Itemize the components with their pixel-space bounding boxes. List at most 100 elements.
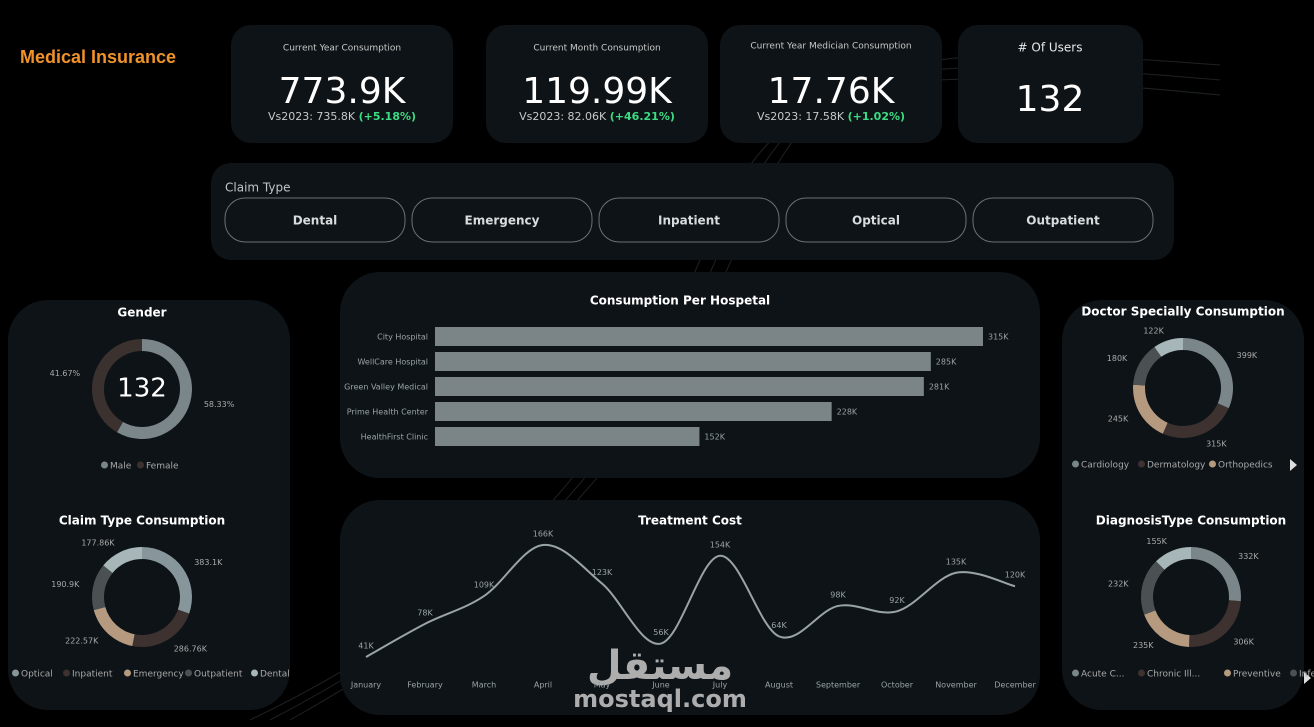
- donut-slice: [93, 607, 135, 647]
- kpi-label: Current Year Medician Consumption: [750, 42, 911, 52]
- legend-swatch: [1072, 669, 1079, 677]
- legend-label: Infection: [1299, 670, 1314, 680]
- donut-slice: [1141, 561, 1165, 615]
- data-label: 41K: [358, 642, 374, 651]
- x-tick-label: February: [407, 681, 443, 690]
- users-label: # Of Users: [1018, 41, 1083, 55]
- legend-label: Dental: [260, 670, 290, 680]
- bar: [435, 377, 924, 396]
- chart-title: DiagnosisType Consumption: [1096, 514, 1286, 528]
- data-label: 58.33%: [204, 400, 235, 409]
- data-label: 92K: [889, 596, 905, 605]
- bar: [435, 352, 931, 371]
- legend-label: Dermatology: [1147, 461, 1206, 471]
- kpi-card: [231, 25, 453, 143]
- data-label: 222.57K: [65, 636, 99, 645]
- left-panel: [8, 300, 290, 710]
- legend-swatch: [12, 669, 19, 677]
- slicer-panel: [211, 163, 1174, 260]
- category-label: City Hospital: [377, 333, 428, 342]
- bar: [435, 327, 983, 346]
- chart-title: Gender: [117, 306, 166, 320]
- data-label: 41.67%: [50, 369, 81, 378]
- slicer-button[interactable]: [224, 197, 406, 243]
- x-tick-label: October: [881, 681, 914, 690]
- data-label: 190.9K: [51, 580, 80, 589]
- data-label: 228K: [837, 408, 858, 417]
- data-label: 122K: [1143, 326, 1164, 335]
- legend-next-arrow[interactable]: [1290, 459, 1297, 471]
- donut-slice: [1133, 384, 1168, 434]
- legend-swatch: [185, 669, 192, 677]
- slicer-option: Outpatient: [1026, 214, 1100, 228]
- bar: [435, 427, 700, 446]
- legend-swatch: [1224, 669, 1231, 677]
- slicer-button[interactable]: [785, 197, 967, 243]
- kpi-value: 17.76K: [768, 71, 896, 112]
- legend-label: Outpatient: [194, 670, 243, 680]
- kpi-change: (+5.18%): [359, 110, 416, 123]
- x-tick-label: March: [472, 681, 496, 690]
- kpi-change: (+1.02%): [848, 110, 905, 123]
- legend-swatch: [63, 669, 70, 677]
- x-tick-label: December: [994, 681, 1036, 690]
- watermark: مستقل: [587, 643, 733, 689]
- legend-label: Male: [110, 462, 132, 472]
- data-label: 98K: [830, 590, 846, 599]
- data-label: 152K: [704, 433, 725, 442]
- legend-swatch: [1138, 669, 1145, 677]
- donut-slice: [1183, 338, 1233, 409]
- kpi-card: [486, 25, 708, 143]
- data-label: 135K: [946, 557, 967, 566]
- category-label: HealthFirst Clinic: [361, 433, 428, 442]
- category-label: Green Valley Medical: [344, 383, 428, 392]
- legend-label: Acute C...: [1081, 670, 1124, 680]
- data-label: 154K: [710, 540, 731, 549]
- x-tick-label: November: [935, 681, 977, 690]
- line: [365, 543, 1016, 658]
- users-value: 132: [1016, 79, 1085, 120]
- data-label: 315K: [1206, 439, 1227, 448]
- data-label: 56K: [653, 628, 669, 637]
- data-label: 332K: [1238, 552, 1259, 561]
- category-label: WellCare Hospital: [357, 358, 428, 367]
- slicer-option: Dental: [293, 214, 338, 228]
- legend-label: Female: [146, 462, 179, 472]
- legend-swatch: [1290, 669, 1297, 677]
- donut-slice: [1133, 346, 1162, 386]
- x-tick-label: August: [765, 681, 793, 690]
- kpi-compare: Vs2023: 17.58K (+1.02%): [757, 110, 905, 123]
- slicer-button[interactable]: [411, 197, 593, 243]
- legend-label: Optical: [21, 670, 53, 680]
- legend-swatch: [124, 669, 131, 677]
- x-tick-label: July: [712, 681, 728, 690]
- kpi-compare: Vs2023: 82.06K (+46.21%): [519, 110, 675, 123]
- chart-title: Claim Type Consumption: [59, 514, 225, 528]
- slicer-option: Inpatient: [658, 214, 720, 228]
- slicer-option: Emergency: [465, 214, 540, 228]
- hospital-panel: [340, 272, 1040, 478]
- legend-label: Preventive: [1233, 670, 1281, 680]
- kpi-compare-value: Vs2023: 735.8K: [268, 110, 356, 123]
- legend-swatch: [1072, 460, 1079, 468]
- donut-slice: [1154, 338, 1183, 357]
- legend-swatch: [251, 669, 258, 677]
- legend-swatch: [1138, 460, 1145, 468]
- donut-slice: [91, 339, 142, 433]
- data-label: 109K: [474, 581, 495, 590]
- legend-next-arrow[interactable]: [1304, 672, 1311, 684]
- data-label: 166K: [533, 530, 554, 539]
- slicer-option: Optical: [852, 214, 900, 228]
- donut-slice: [117, 339, 192, 439]
- chart-title: Doctor Specially Consumption: [1081, 305, 1284, 319]
- category-label: Prime Health Center: [347, 408, 429, 417]
- slicer-button[interactable]: [972, 197, 1154, 243]
- kpi-card: [720, 25, 942, 143]
- watermark: mostaql.com: [573, 685, 747, 713]
- donut-slice: [142, 547, 192, 614]
- legend-label: Orthopedics: [1218, 461, 1273, 471]
- slicer-button[interactable]: [598, 197, 780, 243]
- donut-slice: [1144, 610, 1190, 647]
- chart-title: Treatment Cost: [638, 514, 742, 528]
